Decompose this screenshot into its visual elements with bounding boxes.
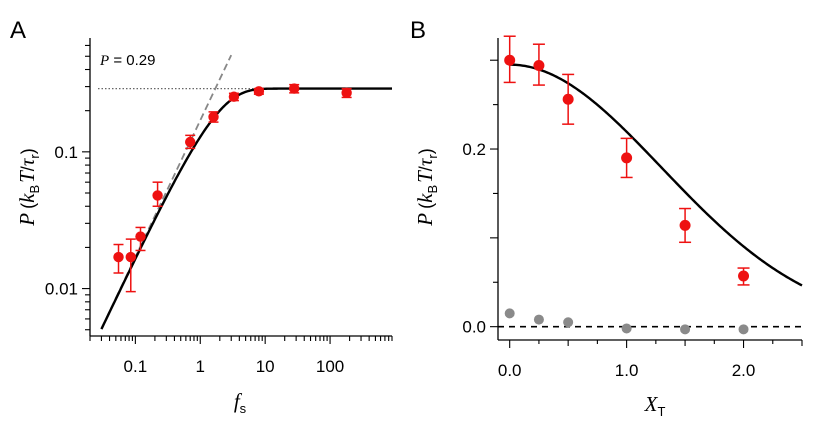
x-tick-label: 0.0 <box>498 361 522 380</box>
data-point <box>228 91 240 102</box>
gray-data-point <box>504 308 515 319</box>
ylabel-b-tau: τ <box>413 157 437 166</box>
panel-a-xlabel-sub: s <box>240 401 247 416</box>
data-point <box>738 270 750 282</box>
data-point <box>135 231 146 242</box>
plateau-label-value: = 0.29 <box>113 52 155 69</box>
panel-a-x-axis-title: fs <box>234 389 247 416</box>
panel-b-xlabel-var: X <box>644 392 659 416</box>
ylabel-b-r: r <box>425 154 440 159</box>
panel-a-label: A <box>10 17 26 44</box>
fit-curve <box>100 87 392 330</box>
panel-b-x-axis-title: XT <box>644 392 666 419</box>
x-tick-label: 100 <box>316 357 344 376</box>
data-point <box>288 83 300 94</box>
ylabel-b-slash: / <box>416 166 436 171</box>
ylabel-b-open: ( <box>416 203 436 209</box>
x-tick-label: 1 <box>196 357 205 376</box>
panel-a-x-ticks: 0.1 1 10 100 <box>89 336 393 376</box>
ylabel-a-slash: / <box>18 166 38 171</box>
ylabel-a-t: T <box>15 170 39 183</box>
y-tick-label: 0.2 <box>462 140 486 159</box>
data-point <box>621 152 633 164</box>
data-point <box>152 190 163 201</box>
ylabel-b-t: T <box>413 170 437 183</box>
data-point <box>341 87 352 99</box>
panel-b-plot-area <box>498 35 803 335</box>
panel-b-x-ticks: 0.0 1.0 2.0 <box>498 340 803 380</box>
panel-b-y-ticks: 0.0 0.2 <box>462 59 498 337</box>
panel-a-plateau-annotation: P = 0.29 <box>99 52 155 69</box>
y-tick-label: 0.0 <box>462 318 486 337</box>
panel-a-y-axis-title: P (kBT/τr) <box>15 148 42 226</box>
data-point <box>185 136 196 148</box>
data-point <box>253 86 265 97</box>
ylabel-b-k: k <box>413 193 437 203</box>
panel-a-plot-area <box>98 54 392 330</box>
panel-b-y-axis-title: P (kBT/τr) <box>413 148 440 226</box>
y-tick-label: 0.01 <box>45 280 78 299</box>
ylabel-b-close: ) <box>416 148 436 154</box>
data-point <box>679 219 691 231</box>
ylabel-a-k: k <box>15 193 39 203</box>
x-tick-label: 2.0 <box>732 361 756 380</box>
data-point <box>208 111 219 123</box>
fit-curve <box>509 63 803 287</box>
gray-data-point <box>738 324 749 335</box>
ylabel-a-close: ) <box>18 148 38 154</box>
ylabel-a-open: ( <box>18 203 38 209</box>
data-point <box>504 54 516 66</box>
ylabel-a-p: P <box>15 213 39 227</box>
gray-data-point <box>563 317 574 328</box>
panel-b-label: B <box>410 17 426 44</box>
gray-data-point <box>621 323 632 334</box>
panel-a: A 0.01 0.1 0.1 1 10 100 P = 0.29 fs P (kBT/τr… <box>10 17 393 416</box>
panel-b: B 0.00.2 0.0 1.0 2.0 XT P(kBT/τr) <box>410 17 803 419</box>
ylabel-b-p: P <box>413 213 437 227</box>
ylabel-b-b: B <box>425 185 440 194</box>
panel-a-xlabel-var: f <box>234 389 243 413</box>
x-tick-label: 0.1 <box>124 357 148 376</box>
data-point <box>533 60 545 72</box>
ylabel-a-r: r <box>27 154 42 159</box>
gray-data-point <box>680 324 691 335</box>
panel-b-xlabel-sub: T <box>657 404 665 419</box>
ylabel-a-b: B <box>27 185 42 194</box>
data-point <box>125 251 136 263</box>
plateau-label-var: P <box>99 53 109 69</box>
data-point <box>113 251 124 263</box>
gray-data-point <box>533 314 544 325</box>
x-tick-label: 1.0 <box>615 361 639 380</box>
panel-a-y-ticks: 0.01 0.1 <box>45 44 90 331</box>
ylabel-a-tau: τ <box>15 157 39 166</box>
x-tick-label: 10 <box>256 357 275 376</box>
y-tick-label: 0.1 <box>54 143 78 162</box>
data-point <box>562 93 574 105</box>
